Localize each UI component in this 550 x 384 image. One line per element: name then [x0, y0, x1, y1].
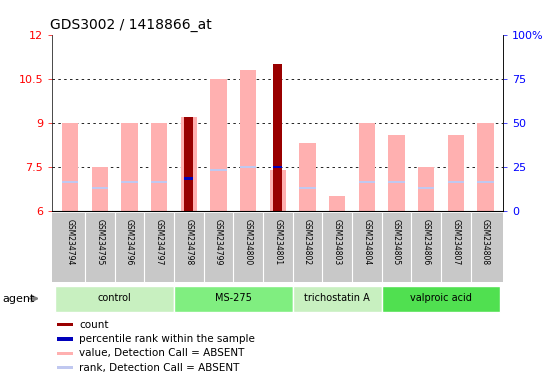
Bar: [62, 181, 78, 183]
Text: GSM234806: GSM234806: [422, 218, 431, 265]
Bar: [359, 181, 375, 183]
Bar: [151, 123, 167, 211]
Bar: [448, 135, 464, 211]
Text: GSM234798: GSM234798: [184, 218, 193, 265]
Bar: [55, 286, 174, 311]
Bar: [418, 187, 434, 189]
Bar: [121, 181, 138, 183]
Text: GSM234795: GSM234795: [95, 218, 104, 265]
Text: GSM234808: GSM234808: [481, 218, 490, 265]
Text: GSM234804: GSM234804: [362, 218, 371, 265]
Text: GSM234802: GSM234802: [303, 218, 312, 265]
Bar: [388, 135, 405, 211]
Bar: [174, 286, 293, 311]
Bar: [299, 187, 316, 189]
Bar: [477, 181, 493, 183]
Bar: [57, 338, 73, 341]
Bar: [180, 117, 197, 211]
Bar: [240, 166, 256, 168]
Text: GDS3002 / 1418866_at: GDS3002 / 1418866_at: [50, 18, 212, 32]
Bar: [240, 70, 256, 211]
Bar: [57, 323, 73, 326]
Bar: [91, 187, 108, 189]
Text: trichostatin A: trichostatin A: [304, 293, 370, 303]
Bar: [210, 169, 227, 171]
Bar: [57, 352, 73, 355]
Bar: [151, 181, 167, 183]
Bar: [299, 144, 316, 211]
Bar: [329, 197, 345, 211]
Text: GSM234794: GSM234794: [65, 218, 75, 265]
Text: valproic acid: valproic acid: [410, 293, 472, 303]
Text: GSM234803: GSM234803: [333, 218, 342, 265]
Text: count: count: [79, 319, 109, 330]
Bar: [184, 117, 193, 211]
Bar: [448, 181, 464, 183]
Text: GSM234796: GSM234796: [125, 218, 134, 265]
Bar: [273, 166, 282, 168]
Text: control: control: [98, 293, 131, 303]
Text: GSM234800: GSM234800: [244, 218, 252, 265]
Bar: [121, 123, 138, 211]
Bar: [382, 286, 500, 311]
Bar: [62, 123, 78, 211]
Text: rank, Detection Call = ABSENT: rank, Detection Call = ABSENT: [79, 363, 240, 373]
Text: agent: agent: [3, 293, 35, 304]
Bar: [184, 177, 193, 180]
Text: value, Detection Call = ABSENT: value, Detection Call = ABSENT: [79, 348, 245, 358]
Bar: [359, 123, 375, 211]
Text: MS-275: MS-275: [215, 293, 252, 303]
Text: percentile rank within the sample: percentile rank within the sample: [79, 334, 255, 344]
Bar: [210, 79, 227, 211]
Text: GSM234805: GSM234805: [392, 218, 401, 265]
Bar: [418, 167, 434, 211]
Bar: [57, 366, 73, 369]
Bar: [293, 286, 382, 311]
Bar: [91, 167, 108, 211]
Text: GSM234807: GSM234807: [452, 218, 460, 265]
Text: GSM234801: GSM234801: [273, 218, 282, 265]
Bar: [388, 181, 405, 183]
Bar: [273, 64, 282, 211]
Text: GSM234797: GSM234797: [155, 218, 163, 265]
Bar: [477, 123, 493, 211]
Text: GSM234799: GSM234799: [214, 218, 223, 265]
Bar: [270, 170, 286, 211]
